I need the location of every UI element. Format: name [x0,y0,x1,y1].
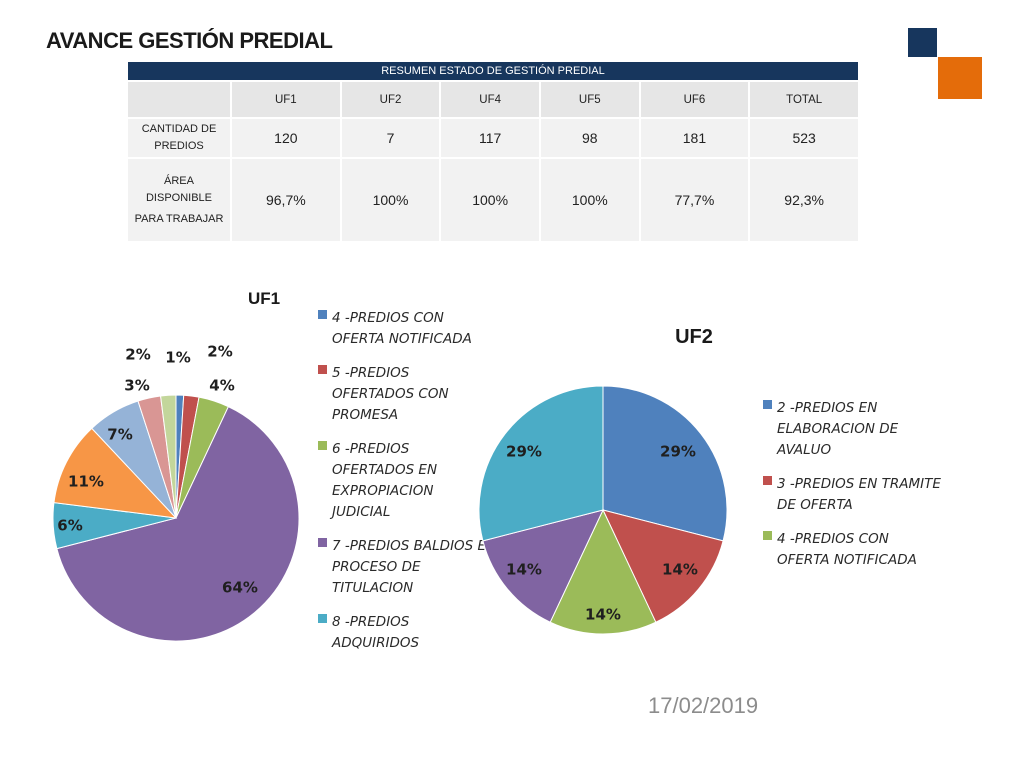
slice-label: 4% [209,377,234,395]
legend-label: 4 -PREDIOS CON [332,310,444,326]
slice-label: 64% [222,579,258,597]
slice-label: 6% [57,517,82,535]
table-cell: 117 [441,119,539,157]
column-header: TOTAL [750,82,858,117]
pie-slice [160,394,177,519]
pie-slice [602,385,728,542]
pie-slice [602,509,724,623]
table-cell: 120 [232,119,340,157]
legend-label: OFERTA NOTIFICADA [777,552,917,568]
legend-label: TITULACION [332,580,413,596]
legend-label: OFERTA NOTIFICADA [332,331,472,347]
legend-label: PROMESA [332,407,398,423]
pie-slice [478,385,604,542]
row-label: CANTIDAD DE PREDIOS [128,119,230,157]
table-cell: 523 [750,119,858,157]
table-cell: 96,7% [232,159,340,241]
column-header: UF2 [341,82,440,117]
table-cell: 92,3% [750,159,858,241]
legend-label: OFERTADOS CON [332,386,449,402]
slice-label: 14% [585,606,621,624]
slice-label: 14% [506,561,542,579]
date-label: 17/02/2019 [648,693,759,718]
legend-label: 3 -PREDIOS EN TRAMITE [777,476,941,492]
legend-label: 7 -PREDIOS BALDIOS EN [332,538,496,554]
slice-label: 2% [125,346,150,364]
row-label: ÁREA DISPONIBLE PARA TRABAJAR [128,159,230,241]
table-cell: 100% [341,159,440,241]
legend-swatch [763,476,772,485]
legend-swatch [318,614,327,623]
legend-label: 8 -PREDIOS [332,614,410,630]
row-label-line: CANTIDAD DE [141,123,217,135]
legend-swatch [318,310,327,319]
table-cell: 100% [540,159,639,241]
legend-label: 4 -PREDIOS CON [777,531,889,547]
column-header: UF1 [232,82,340,117]
legend-label: 6 -PREDIOS [332,441,410,457]
summary-table: RESUMEN ESTADO DE GESTIÓN PREDIAL UF1 UF… [126,60,860,243]
slice-label: 29% [660,443,696,461]
table-cell: 77,7% [640,159,749,241]
legend-label: AVALUO [776,442,832,458]
row-label-line: DISPONIBLE [145,191,213,204]
legend-swatch [318,365,327,374]
row-label-line: PREDIOS [154,140,204,152]
table-cell: 181 [640,119,749,157]
legend-label: ELABORACION DE [777,421,899,437]
legend-swatch [318,441,327,450]
row-label-line: PARA TRABAJAR [134,212,224,225]
table-column-row: UF1 UF2 UF4 UF5 UF6 TOTAL [128,82,858,117]
column-header [128,82,230,117]
slice-label: 1% [165,349,190,367]
column-header: UF5 [540,82,639,117]
table-row: ÁREA DISPONIBLE PARA TRABAJAR 96,7% 100%… [128,159,858,241]
table-cell: 98 [540,119,639,157]
table-cell: 100% [441,159,539,241]
legend-label: OFERTADOS EN [332,462,437,478]
slice-label: 2% [207,343,232,361]
legend-label: ADQUIRIDOS [331,635,420,651]
legend-label: PROCESO DE [332,559,421,575]
legend-label: JUDICIAL [329,504,390,520]
legend-label: EXPROPIACION [332,483,433,499]
slice-label: 14% [662,561,698,579]
legend-label: DE OFERTA [777,497,853,513]
column-header: UF4 [441,82,539,117]
column-header: UF6 [640,82,749,117]
slice-label: 29% [506,443,542,461]
pie-slice [482,509,604,623]
page-title: AVANCE GESTIÓN PREDIAL [46,28,333,53]
slice-label: 3% [124,377,149,395]
legend-swatch [318,538,327,547]
table-header-row: RESUMEN ESTADO DE GESTIÓN PREDIAL [128,62,858,80]
slice-label: 7% [107,426,132,444]
table-header: RESUMEN ESTADO DE GESTIÓN PREDIAL [128,62,858,80]
legend-swatch [763,400,772,409]
pie-slice [549,508,657,635]
logo-square-orange [938,57,982,99]
chart-title: UF2 [675,326,713,348]
table-row: CANTIDAD DE PREDIOS 120 7 117 98 181 523 [128,119,858,157]
chart-title: UF1 [248,289,280,308]
row-label-line: ÁREA [164,174,194,187]
pie-slice [56,406,300,642]
logo-square-navy [908,28,937,57]
slice-label: 11% [68,473,104,491]
pie-slice [53,427,178,519]
legend-label: 5 -PREDIOS [332,365,410,381]
legend-swatch [763,531,772,540]
legend-label: 2 -PREDIOS EN [777,400,877,416]
table-cell: 7 [341,119,440,157]
